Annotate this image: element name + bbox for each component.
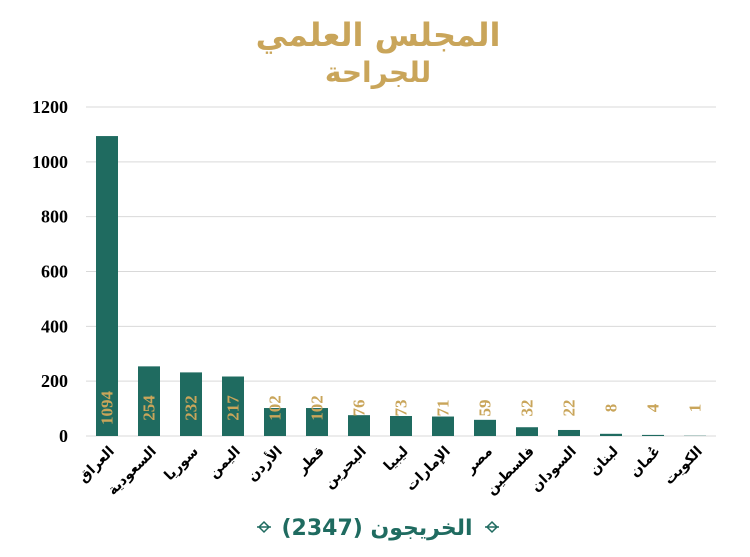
y-tick-label: 1000	[32, 152, 68, 172]
bar	[180, 372, 202, 436]
bar	[306, 408, 328, 436]
bar	[390, 415, 412, 436]
bars	[96, 136, 706, 437]
bar	[558, 429, 580, 436]
data-label: 59	[476, 400, 495, 417]
bar	[474, 419, 496, 436]
bar	[600, 433, 622, 436]
data-label: 22	[560, 400, 579, 417]
data-label: 32	[518, 400, 537, 417]
x-tick-label: اليمن	[206, 444, 244, 482]
x-tick-label: السودان	[528, 444, 580, 496]
data-label: 217	[224, 395, 243, 421]
data-label: 71	[434, 400, 453, 417]
data-label: 254	[140, 395, 159, 421]
x-tick-label: الأردن	[244, 443, 286, 485]
footer-caption: الخريجون (2347)	[257, 516, 499, 541]
x-tick-label: عُمان	[627, 444, 664, 481]
y-tick-label: 1200	[32, 97, 68, 117]
y-tick-label: 800	[41, 207, 68, 227]
data-labels: 1094 254 232 217 102 102 76 73 71 59 32 22 8 4 1	[98, 391, 705, 426]
data-label: 1	[686, 404, 705, 413]
right-diamond-icon	[485, 520, 499, 534]
bar	[642, 434, 664, 436]
chart-title: المجلس العلمي	[256, 16, 501, 54]
x-tick-label: الإمارات	[403, 444, 454, 495]
data-label: 1094	[98, 391, 117, 426]
data-label: 8	[602, 404, 621, 413]
x-tick-label: ليبيا	[381, 444, 412, 475]
y-axis: 0 200 400 600 800 1000 1200	[32, 97, 68, 446]
data-label: 102	[266, 395, 285, 421]
footer-label: الخريجون (2347)	[281, 516, 472, 541]
bar	[222, 376, 244, 436]
x-tick-label: سوريا	[161, 444, 201, 484]
bar	[432, 416, 454, 436]
chart-subtitle: للجراحة	[325, 56, 431, 89]
x-tick-label: مصر	[462, 444, 496, 478]
bar	[516, 427, 538, 436]
y-tick-label: 0	[59, 426, 68, 446]
data-label: 102	[308, 395, 327, 421]
data-label: 73	[392, 400, 411, 417]
bar	[264, 408, 286, 436]
x-tick-label: الكويت	[661, 444, 706, 489]
x-tick-label: البحرين	[321, 444, 369, 492]
y-tick-label: 600	[41, 262, 68, 282]
y-tick-label: 200	[41, 371, 68, 391]
bar	[96, 136, 118, 437]
y-tick-label: 400	[41, 316, 68, 336]
data-label: 76	[350, 400, 369, 417]
data-label: 4	[644, 403, 663, 412]
data-label: 232	[182, 395, 201, 421]
x-tick-label: قطر	[294, 444, 328, 478]
bar	[138, 366, 160, 436]
x-tick-label: لبنان	[587, 444, 622, 479]
left-diamond-icon	[257, 520, 271, 534]
bar	[348, 415, 370, 436]
